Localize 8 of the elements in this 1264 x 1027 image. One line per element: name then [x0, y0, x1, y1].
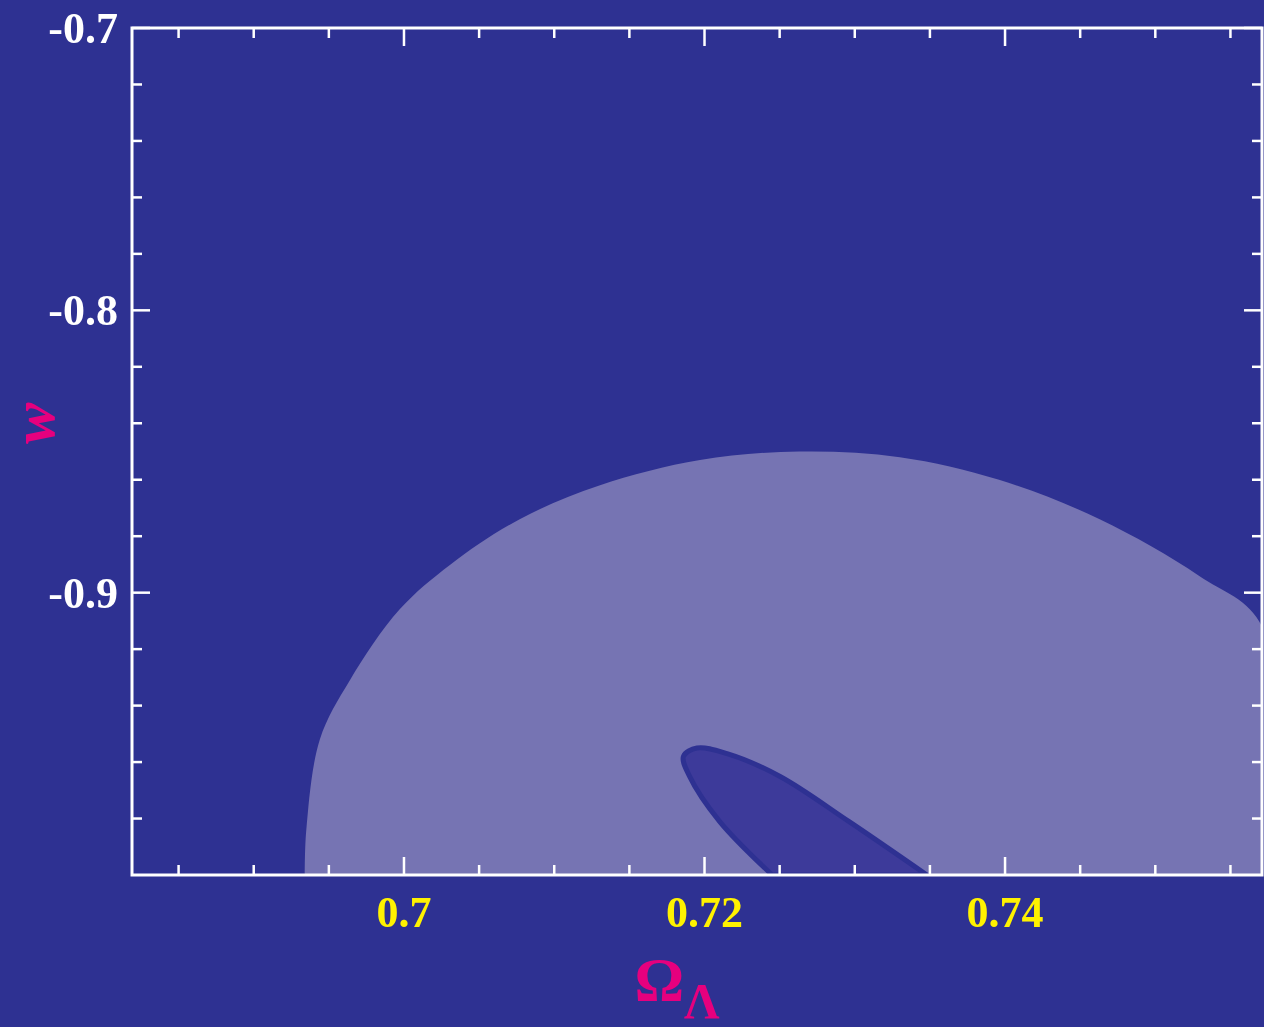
- y-tick-label: -0.7: [48, 4, 118, 53]
- x-tick-label: 0.72: [666, 888, 744, 937]
- y-tick-label: -0.9: [48, 568, 118, 618]
- x-axis-title: Ω$_{Λ}$: [634, 945, 721, 1027]
- y-axis-title: w: [0, 401, 67, 444]
- y-tick-label: -0.8: [48, 286, 118, 336]
- x-tick-label: 0.7: [376, 888, 432, 937]
- x-tick-label: 0.74: [966, 888, 1044, 937]
